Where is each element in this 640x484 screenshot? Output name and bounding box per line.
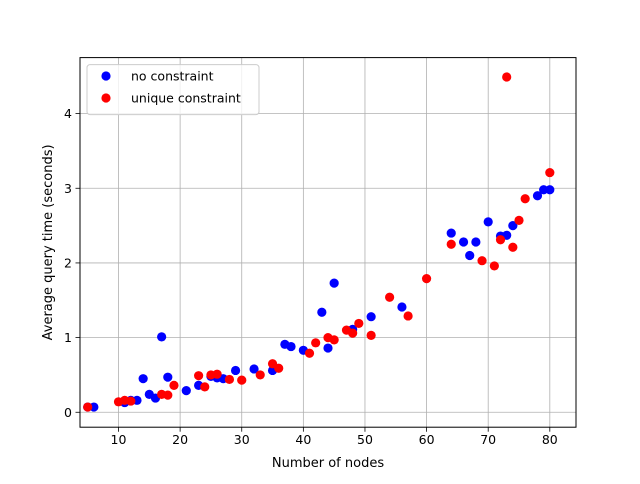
data-point [194, 371, 204, 381]
x-tick-label: 50 [357, 432, 373, 447]
legend-frame [86, 64, 260, 116]
series-no-constraint [83, 185, 555, 412]
y-tick-label: 4 [64, 106, 72, 121]
y-tick-label: 1 [64, 330, 72, 345]
data-point [508, 221, 518, 231]
x-tick-label: 70 [480, 432, 496, 447]
data-point [163, 390, 173, 400]
data-point [366, 312, 376, 322]
y-axis-label: Average query time (seconds) [41, 144, 56, 340]
data-point [181, 386, 191, 396]
y-tick-label: 3 [64, 181, 72, 196]
data-point [311, 338, 321, 348]
legend-label: no constraint [131, 69, 214, 84]
series-unique-constraint [83, 72, 555, 412]
data-point [385, 292, 395, 302]
data-point [354, 318, 364, 329]
legend-label: unique constraint [131, 91, 241, 106]
data-point [329, 335, 339, 345]
data-point [477, 256, 487, 266]
data-point [255, 370, 265, 380]
data-point [212, 369, 222, 379]
data-point [200, 382, 210, 392]
data-point [163, 372, 173, 382]
data-point [532, 191, 543, 201]
legend-marker [101, 71, 111, 81]
data-point [138, 374, 148, 384]
data-point [458, 237, 469, 247]
data-point [489, 261, 499, 271]
data-point [230, 365, 241, 376]
data-point [329, 278, 339, 288]
x-axis-label: Number of nodes [272, 456, 384, 471]
data-point [514, 215, 524, 225]
plot-frame [79, 57, 577, 428]
data-point [520, 194, 530, 204]
data-point [545, 167, 555, 178]
data-point [508, 242, 518, 252]
data-point [397, 302, 407, 312]
data-point [274, 363, 284, 373]
x-tick-label: 20 [172, 432, 188, 447]
data-point [249, 364, 259, 374]
x-tick-label: 30 [234, 432, 250, 447]
data-points [83, 72, 555, 412]
x-tick-label: 40 [295, 432, 311, 447]
data-point [495, 235, 506, 245]
legend-marker [101, 93, 111, 103]
data-point [317, 307, 327, 317]
data-point [323, 343, 333, 353]
data-point [483, 217, 493, 227]
data-point [471, 237, 481, 247]
data-point [545, 185, 555, 195]
legend: no constraint unique constraint [86, 64, 260, 116]
grid [80, 57, 576, 428]
data-point [366, 330, 376, 340]
data-point [126, 396, 136, 406]
data-point [502, 72, 512, 82]
data-point [169, 380, 179, 390]
x-tick-label: 80 [542, 432, 558, 447]
data-point [286, 341, 296, 352]
data-point [403, 311, 413, 321]
x-tick-label: 10 [111, 432, 127, 447]
x-tick-label: 60 [419, 432, 435, 447]
data-point [465, 250, 475, 261]
data-point [83, 402, 93, 412]
data-point [446, 228, 456, 238]
data-point [157, 332, 167, 342]
data-point [237, 375, 247, 385]
data-point [421, 274, 432, 284]
data-point [224, 374, 235, 385]
y-tick-label: 0 [64, 405, 72, 420]
data-point [348, 328, 358, 338]
data-point [304, 348, 315, 358]
y-tick-label: 2 [64, 255, 72, 270]
data-point [446, 239, 456, 249]
axis-ticks: 10 20 30 40 50 60 70 80 0 1 2 3 4 [64, 106, 558, 447]
